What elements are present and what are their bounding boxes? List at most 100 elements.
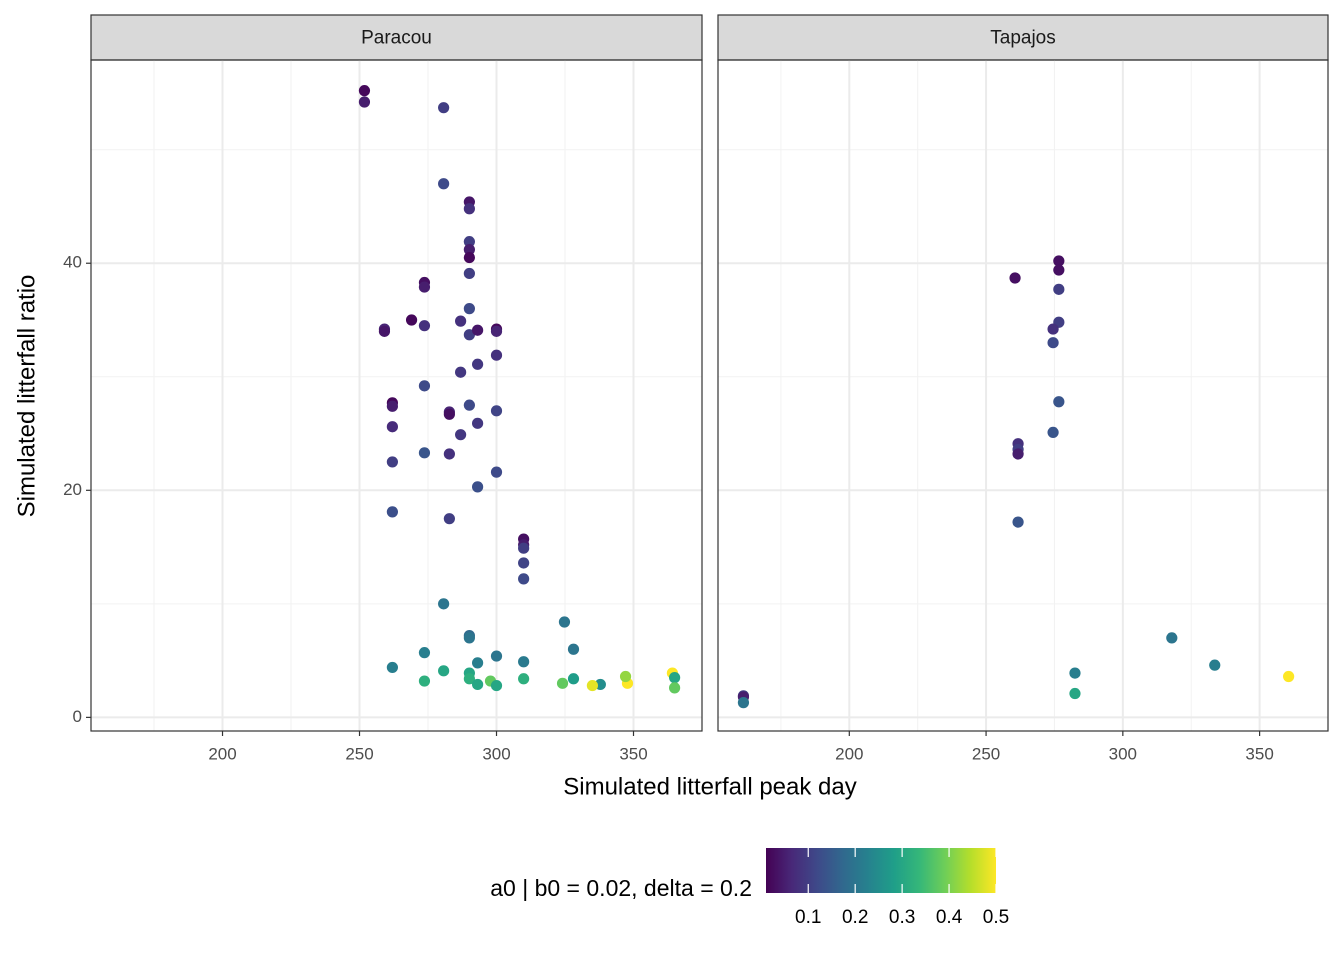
point: [386, 661, 398, 674]
point: [455, 315, 467, 327]
legend-title: a0 | b0 = 0.02, delta = 0.2: [490, 875, 752, 901]
point: [378, 325, 391, 337]
point: [669, 682, 681, 694]
point: [463, 236, 475, 248]
point: [472, 678, 484, 691]
point: [669, 672, 681, 684]
point: [358, 96, 371, 108]
point: [619, 670, 632, 683]
point: [518, 656, 530, 668]
point: [518, 573, 530, 585]
point: [463, 673, 475, 685]
y-axis-label: Simulated litterfall ratio: [13, 275, 40, 518]
point: [438, 178, 450, 190]
point: [472, 481, 484, 493]
panel-border: [717, 59, 1329, 732]
point: [472, 657, 484, 669]
point: [1009, 272, 1021, 284]
point: [463, 329, 475, 341]
point: [490, 466, 503, 478]
point: [556, 677, 569, 689]
point: [1283, 670, 1295, 683]
colorbar-tick-label: 0.3: [889, 907, 915, 928]
point: [1053, 396, 1065, 408]
x-tick-label: 300: [1109, 744, 1137, 763]
point: [418, 320, 431, 332]
strip-title: Paracou: [361, 28, 432, 49]
point: [463, 303, 475, 315]
strip-title: Tapajos: [990, 28, 1056, 49]
panel-background: [718, 60, 1328, 731]
point: [1053, 264, 1065, 276]
point: [490, 650, 503, 662]
point: [518, 673, 530, 685]
point: [438, 598, 450, 610]
point: [558, 616, 571, 628]
panel-background: [91, 60, 702, 731]
x-tick-label: 250: [972, 744, 1000, 763]
point: [518, 557, 530, 569]
point: [405, 314, 418, 326]
point: [1012, 516, 1024, 528]
colorbar-tick-label: 0.2: [842, 907, 868, 928]
point: [490, 349, 503, 361]
point: [586, 679, 599, 692]
point: [1012, 448, 1024, 460]
point: [358, 85, 371, 97]
colorbar-tick-label: 0.5: [983, 907, 1009, 928]
colorbar-tick-label: 0.1: [795, 907, 821, 928]
point: [1069, 687, 1081, 700]
point: [1069, 667, 1081, 679]
point: [737, 697, 750, 709]
colorbar: [766, 848, 996, 893]
point: [438, 102, 450, 114]
point: [455, 429, 467, 441]
y-tick-label: 40: [63, 253, 82, 272]
point: [443, 513, 455, 525]
point: [418, 675, 431, 687]
point: [463, 244, 475, 256]
point: [472, 324, 484, 336]
point: [463, 251, 475, 264]
x-tick-label: 350: [1245, 744, 1273, 763]
point: [386, 506, 398, 518]
x-tick-label: 250: [345, 744, 373, 763]
point: [418, 647, 431, 659]
y-tick-label: 20: [63, 480, 82, 499]
x-axis-label: Simulated litterfall peak day: [563, 773, 856, 800]
point: [418, 447, 431, 459]
strip: [90, 14, 703, 61]
point: [1047, 323, 1059, 335]
point: [443, 448, 455, 460]
point: [567, 673, 580, 685]
point: [490, 325, 503, 337]
point: [463, 267, 475, 280]
point: [1053, 255, 1065, 267]
point: [418, 281, 431, 293]
point: [463, 203, 475, 215]
point: [1047, 426, 1059, 438]
point: [455, 366, 467, 378]
point: [1166, 632, 1178, 644]
point: [490, 405, 503, 417]
x-tick-label: 350: [619, 744, 647, 763]
point: [1209, 659, 1221, 671]
point: [463, 632, 475, 644]
point: [490, 679, 503, 692]
strip: [717, 14, 1329, 61]
colorbar-tick-label: 0.4: [936, 907, 963, 928]
point: [1047, 337, 1059, 349]
y-tick-label: 0: [73, 707, 82, 726]
point: [518, 542, 530, 554]
point: [463, 399, 475, 411]
point: [418, 380, 431, 392]
point: [472, 417, 484, 429]
point: [443, 408, 455, 420]
point: [472, 358, 484, 370]
panel-border: [90, 59, 703, 732]
point: [438, 665, 450, 677]
x-tick-label: 200: [208, 744, 236, 763]
x-tick-label: 200: [835, 744, 863, 763]
point: [386, 456, 398, 468]
